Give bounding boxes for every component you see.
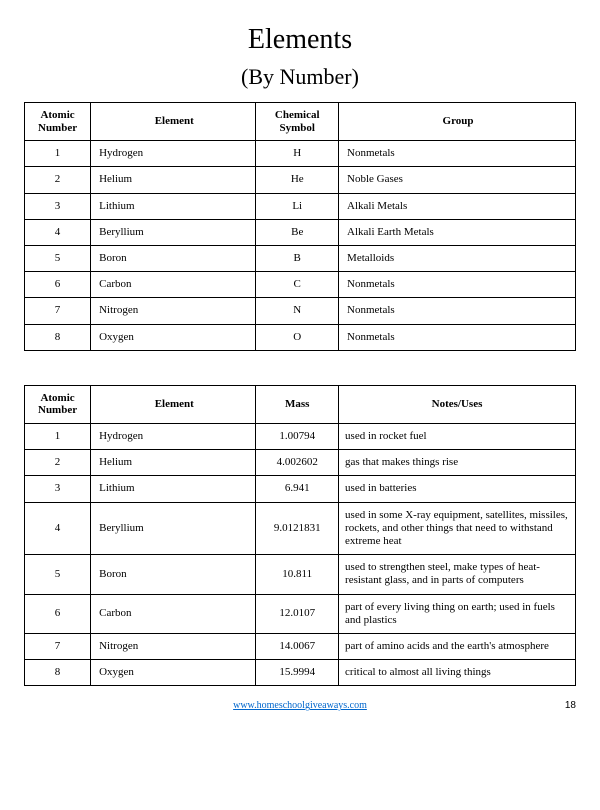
table-row: 2Helium4.002602gas that makes things ris… [25,450,576,476]
table-cell: critical to almost all living things [339,660,576,686]
table-cell: Alkali Metals [339,193,576,219]
table-cell: 12.0107 [256,594,339,633]
elements-table-1: Atomic Number Element Chemical Symbol Gr… [24,102,576,351]
table-cell: Nitrogen [91,298,256,324]
table-cell: 6 [25,272,91,298]
table-cell: B [256,246,339,272]
page-number: 18 [546,700,576,711]
table-cell: 8 [25,660,91,686]
table-row: 5Boron10.811used to strengthen steel, ma… [25,555,576,594]
col-group: Group [339,103,576,141]
page-footer: www.homeschoolgiveaways.com 18 [24,700,576,711]
table-cell: part of every living thing on earth; use… [339,594,576,633]
table-cell: 15.9994 [256,660,339,686]
table-cell: Boron [91,246,256,272]
table-cell: Carbon [91,594,256,633]
table-row: 2HeliumHeNoble Gases [25,167,576,193]
table-cell: 4 [25,502,91,555]
col-atomic-number: Atomic Number [25,103,91,141]
table-cell: Lithium [91,193,256,219]
table-cell: 3 [25,193,91,219]
table-cell: 4.002602 [256,450,339,476]
col-element: Element [91,385,256,423]
table-row: 3LithiumLiAlkali Metals [25,193,576,219]
table-cell: Nitrogen [91,633,256,659]
table-cell: Helium [91,450,256,476]
table-cell: used in rocket fuel [339,424,576,450]
table-cell: Carbon [91,272,256,298]
col-atomic-number: Atomic Number [25,385,91,423]
table-cell: Noble Gases [339,167,576,193]
table-cell: C [256,272,339,298]
table-cell: 6 [25,594,91,633]
col-element: Element [91,103,256,141]
table-row: 1Hydrogen1.00794used in rocket fuel [25,424,576,450]
table-row: 4Beryllium9.0121831used in some X-ray eq… [25,502,576,555]
source-link[interactable]: www.homeschoolgiveaways.com [233,700,367,711]
table-cell: used to strengthen steel, make types of … [339,555,576,594]
table-cell: Hydrogen [91,141,256,167]
table-row: 7Nitrogen14.0067part of amino acids and … [25,633,576,659]
table-cell: 14.0067 [256,633,339,659]
table-cell: Helium [91,167,256,193]
table-cell: H [256,141,339,167]
col-mass: Mass [256,385,339,423]
table-row: 6CarbonCNonmetals [25,272,576,298]
table-cell: 6.941 [256,476,339,502]
table-cell: Hydrogen [91,424,256,450]
table-cell: He [256,167,339,193]
table-cell: 7 [25,633,91,659]
table-cell: Boron [91,555,256,594]
table-cell: 2 [25,167,91,193]
table-cell: part of amino acids and the earth's atmo… [339,633,576,659]
table-cell: Oxygen [91,324,256,350]
table-cell: 1 [25,141,91,167]
table-row: 8Oxygen15.9994critical to almost all liv… [25,660,576,686]
table-row: 4BerylliumBeAlkali Earth Metals [25,219,576,245]
page-subtitle: (By Number) [24,64,576,90]
table-row: 3Lithium6.941used in batteries [25,476,576,502]
table-row: 1HydrogenHNonmetals [25,141,576,167]
table-cell: Beryllium [91,219,256,245]
table-cell: Alkali Earth Metals [339,219,576,245]
table-cell: O [256,324,339,350]
table-cell: 8 [25,324,91,350]
table-cell: Lithium [91,476,256,502]
table-cell: gas that makes things rise [339,450,576,476]
table-cell: 10.811 [256,555,339,594]
table-cell: Metalloids [339,246,576,272]
table-row: 5BoronBMetalloids [25,246,576,272]
table-cell: Beryllium [91,502,256,555]
table-gap [24,351,576,385]
table-cell: 4 [25,219,91,245]
page-title: Elements [24,24,576,56]
table-row: 6Carbon12.0107part of every living thing… [25,594,576,633]
table-row: 8OxygenONonmetals [25,324,576,350]
table-cell: used in some X-ray equipment, satellites… [339,502,576,555]
table-header-row: Atomic Number Element Chemical Symbol Gr… [25,103,576,141]
table-cell: 9.0121831 [256,502,339,555]
table-cell: Oxygen [91,660,256,686]
table-cell: N [256,298,339,324]
table-cell: Nonmetals [339,324,576,350]
table-cell: 1 [25,424,91,450]
table-cell: 3 [25,476,91,502]
table-cell: Nonmetals [339,298,576,324]
col-symbol: Chemical Symbol [256,103,339,141]
table-cell: Be [256,219,339,245]
col-notes: Notes/Uses [339,385,576,423]
table-cell: Nonmetals [339,272,576,298]
table-cell: 7 [25,298,91,324]
footer-link-wrap: www.homeschoolgiveaways.com [54,700,546,711]
table-cell: Nonmetals [339,141,576,167]
table-cell: 5 [25,246,91,272]
table-cell: 1.00794 [256,424,339,450]
table-row: 7NitrogenNNonmetals [25,298,576,324]
table-cell: used in batteries [339,476,576,502]
elements-table-2: Atomic Number Element Mass Notes/Uses 1H… [24,385,576,687]
table-cell: 2 [25,450,91,476]
table-header-row: Atomic Number Element Mass Notes/Uses [25,385,576,423]
table-cell: 5 [25,555,91,594]
table-cell: Li [256,193,339,219]
